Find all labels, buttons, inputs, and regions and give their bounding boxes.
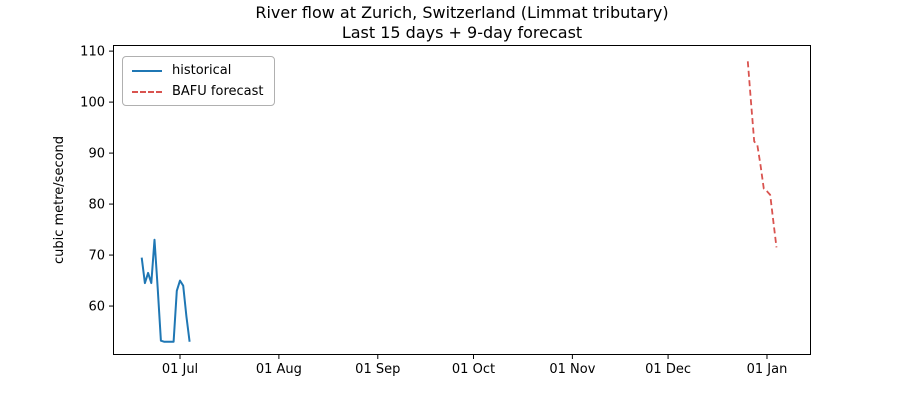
forecast-line-sample	[132, 90, 162, 93]
legend-box: historical BAFU forecast	[122, 56, 275, 106]
y-tick-label: 100	[80, 96, 105, 111]
legend-label-forecast: BAFU forecast	[172, 84, 264, 99]
y-tick-label: 110	[80, 45, 105, 60]
axes-spines	[113, 45, 811, 355]
y-tick-label: 80	[88, 198, 105, 213]
x-tick-label: 01 Aug	[256, 362, 302, 377]
legend-item-historical: historical	[132, 63, 264, 78]
historical-line-sample	[132, 69, 162, 72]
x-tick-label: 01 Nov	[549, 362, 595, 377]
x-tick-label: 01 Jul	[162, 362, 198, 377]
axis-ticks-layer: 01 Jul 01 Aug 01 Sep 01 Oct 01 Nov 01 Dec 01 J…	[80, 45, 787, 377]
y-tick-label: 90	[88, 147, 105, 162]
y-tick-label: 70	[88, 249, 105, 264]
data-series-layer	[140, 61, 778, 343]
historical-line	[140, 238, 191, 343]
forecast-line	[746, 61, 778, 248]
y-axis-label: cubic metre/second	[52, 136, 67, 264]
x-tick-label: 01 Dec	[645, 362, 691, 377]
x-tick-label: 01 Jan	[747, 362, 788, 377]
legend-label-historical: historical	[172, 63, 232, 78]
chart-title: River flow at Zurich, Switzerland (Limma…	[255, 3, 669, 22]
y-tick-label: 60	[88, 300, 105, 315]
chart-subtitle: Last 15 days + 9-day forecast	[341, 23, 583, 42]
legend-item-forecast: BAFU forecast	[132, 84, 264, 99]
x-tick-label: 01 Oct	[452, 362, 495, 377]
x-tick-label: 01 Sep	[355, 362, 400, 377]
chart-title-block: River flow at Zurich, Switzerland (Limma…	[113, 3, 811, 43]
